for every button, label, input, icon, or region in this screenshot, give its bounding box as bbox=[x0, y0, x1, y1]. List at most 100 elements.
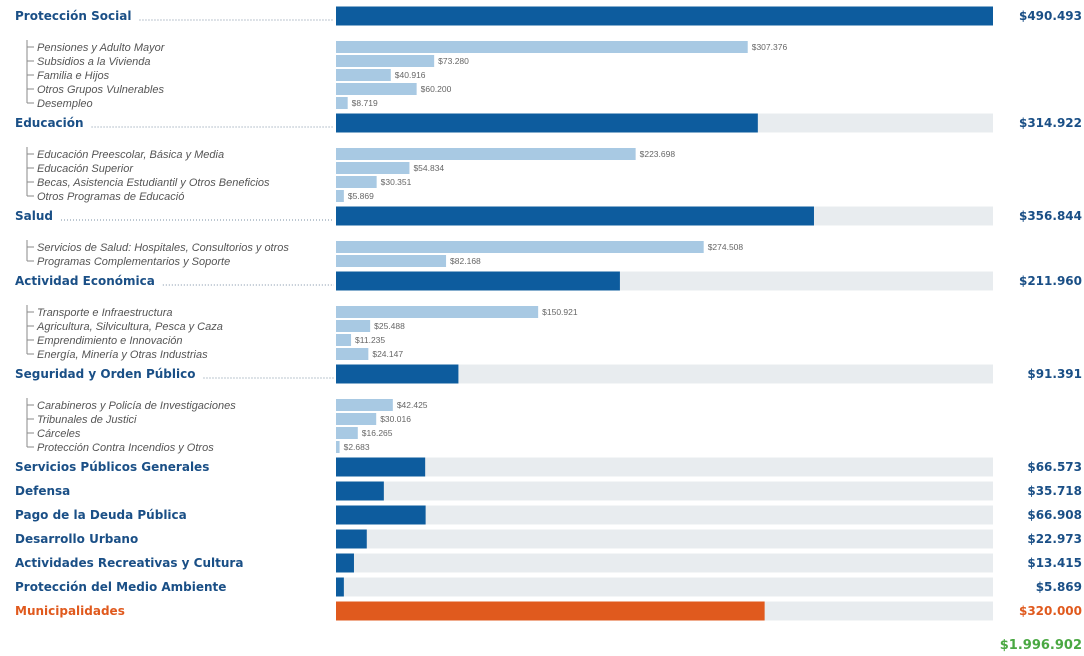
subcategory-value: $24.147 bbox=[372, 349, 403, 359]
subcategory-bar bbox=[336, 97, 348, 109]
subcategory-value: $16.265 bbox=[362, 428, 393, 438]
bar-track bbox=[336, 481, 993, 501]
category-label: Actividad Económica bbox=[15, 274, 155, 288]
category-label: Defensa bbox=[15, 484, 70, 498]
category-value: $5.869 bbox=[1036, 580, 1082, 594]
subcategory-bar bbox=[336, 148, 636, 160]
bar-track bbox=[336, 529, 993, 549]
subcategory-value: $82.168 bbox=[450, 256, 481, 266]
category-label: Protección del Medio Ambiente bbox=[15, 580, 226, 594]
category-bar bbox=[336, 529, 367, 549]
subcategory-label: Programas Complementarios y Soporte bbox=[37, 256, 230, 268]
bar-track bbox=[336, 364, 993, 384]
subcategory-label: Servicios de Salud: Hospitales, Consulto… bbox=[37, 242, 289, 254]
subcategory-bar bbox=[336, 334, 352, 346]
subcategory-bar bbox=[336, 176, 377, 188]
bar-track bbox=[336, 577, 993, 597]
subcategory-label: Agricultura, Silvicultura, Pesca y Caza bbox=[36, 321, 223, 333]
category-bar bbox=[336, 553, 354, 573]
subcategory-bar bbox=[336, 241, 704, 253]
subcategory-bar bbox=[336, 69, 391, 81]
subcategory-label: Protección Contra Incendios y Otros bbox=[37, 442, 214, 454]
category-bar bbox=[336, 505, 426, 525]
subcategory-bar bbox=[336, 306, 539, 318]
subcategory-bar bbox=[336, 255, 447, 267]
category-label: Actividades Recreativas y Cultura bbox=[15, 556, 243, 570]
category-bar bbox=[336, 364, 459, 384]
subcategory-label: Emprendimiento e Innovación bbox=[37, 335, 183, 347]
subcategory-label: Otros Programas de Educació bbox=[37, 191, 184, 203]
category-bar bbox=[336, 113, 758, 133]
subcategory-value: $150.921 bbox=[542, 307, 578, 317]
category-label: Salud bbox=[15, 209, 53, 223]
subcategory-bar bbox=[336, 55, 435, 67]
subcategory-bar bbox=[336, 427, 358, 439]
category-label: Educación bbox=[15, 116, 84, 130]
subcategory-value: $40.916 bbox=[395, 70, 426, 80]
category-bar bbox=[336, 481, 384, 501]
subcategory-bar bbox=[336, 83, 417, 95]
subcategory-value: $30.351 bbox=[381, 177, 412, 187]
subcategory-value: $11.235 bbox=[355, 335, 385, 345]
category-value: $22.973 bbox=[1027, 532, 1082, 546]
bar-track bbox=[336, 553, 993, 573]
subcategory-label: Familia e Hijos bbox=[37, 70, 110, 82]
category-bar bbox=[336, 457, 426, 477]
category-value: $91.391 bbox=[1027, 367, 1082, 381]
subcategory-label: Becas, Asistencia Estudiantil y Otros Be… bbox=[37, 177, 270, 189]
category-value: $66.573 bbox=[1027, 460, 1082, 474]
category-label: Servicios Públicos Generales bbox=[15, 460, 209, 474]
subcategory-label: Subsidios a la Vivienda bbox=[37, 56, 151, 68]
subcategory-bar bbox=[336, 348, 369, 360]
subcategory-label: Educación Preescolar, Básica y Media bbox=[37, 149, 224, 161]
category-value: $35.718 bbox=[1027, 484, 1082, 498]
category-value: $356.844 bbox=[1019, 209, 1082, 223]
subcategory-label: Tribunales de Justici bbox=[37, 414, 137, 426]
subcategory-value: $223.698 bbox=[640, 149, 676, 159]
bar-track bbox=[336, 505, 993, 525]
subcategory-label: Desempleo bbox=[37, 98, 93, 110]
subcategory-value: $5.869 bbox=[348, 191, 374, 201]
subcategory-label: Otros Grupos Vulnerables bbox=[37, 84, 164, 96]
category-value: $13.415 bbox=[1027, 556, 1082, 570]
subcategory-label: Transporte e Infraestructura bbox=[37, 307, 173, 319]
category-label: Protección Social bbox=[15, 9, 131, 23]
category-label: Desarrollo Urbano bbox=[15, 532, 138, 546]
bar-track bbox=[336, 457, 993, 477]
subcategory-label: Energía, Minería y Otras Industrias bbox=[37, 349, 208, 361]
subcategory-value: $25.488 bbox=[374, 321, 405, 331]
category-value: $66.908 bbox=[1027, 508, 1082, 522]
total-value: $1.996.902 bbox=[1000, 638, 1082, 653]
category-bar bbox=[336, 271, 620, 291]
category-bar bbox=[336, 206, 814, 226]
category-value: $211.960 bbox=[1019, 274, 1082, 288]
category-label: Seguridad y Orden Público bbox=[15, 367, 195, 381]
subcategory-value: $30.016 bbox=[380, 414, 411, 424]
category-bar bbox=[336, 6, 993, 26]
subcategory-value: $8.719 bbox=[352, 98, 378, 108]
subcategory-label: Carabineros y Policía de Investigaciones bbox=[37, 400, 236, 412]
category-label: Pago de la Deuda Pública bbox=[15, 508, 187, 522]
category-bar bbox=[336, 601, 765, 621]
category-value: $314.922 bbox=[1019, 116, 1082, 130]
subcategory-label: Cárceles bbox=[37, 428, 81, 440]
subcategory-value: $60.200 bbox=[421, 84, 452, 94]
category-label: Municipalidades bbox=[15, 604, 125, 618]
subcategory-bar bbox=[336, 41, 748, 53]
subcategory-bar bbox=[336, 320, 371, 332]
subcategory-bar bbox=[336, 162, 410, 174]
subcategory-bar bbox=[336, 399, 393, 411]
subcategory-label: Pensiones y Adulto Mayor bbox=[37, 42, 166, 54]
category-value: $320.000 bbox=[1019, 604, 1082, 618]
subcategory-bar bbox=[336, 441, 340, 453]
subcategory-value: $307.376 bbox=[752, 42, 788, 52]
subcategory-value: $73.280 bbox=[438, 56, 469, 66]
subcategory-value: $2.683 bbox=[344, 442, 370, 452]
subcategory-value: $42.425 bbox=[397, 400, 428, 410]
subcategory-value: $54.834 bbox=[413, 163, 444, 173]
subcategory-bar bbox=[336, 190, 344, 202]
subcategory-value: $274.508 bbox=[708, 242, 744, 252]
category-value: $490.493 bbox=[1019, 9, 1082, 23]
